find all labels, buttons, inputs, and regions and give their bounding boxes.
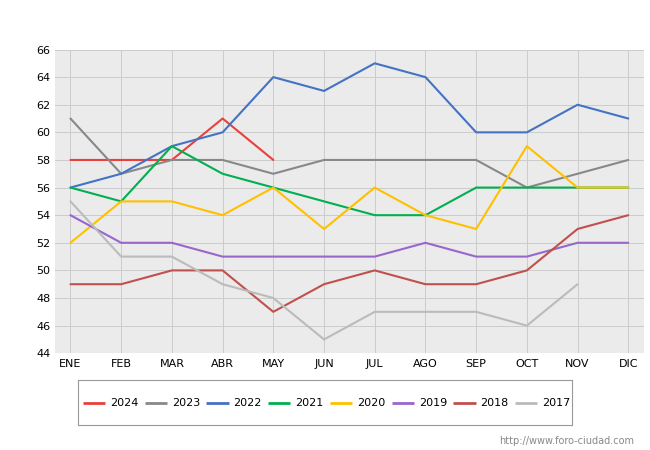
Text: 2024: 2024 [110, 398, 138, 408]
Text: http://www.foro-ciudad.com: http://www.foro-ciudad.com [499, 436, 634, 446]
Text: 2017: 2017 [542, 398, 571, 408]
Text: 2023: 2023 [172, 398, 200, 408]
Text: Afiliados en Cabanabona a 31/5/2024: Afiliados en Cabanabona a 31/5/2024 [170, 14, 480, 33]
Text: 2022: 2022 [233, 398, 262, 408]
Text: 2020: 2020 [357, 398, 385, 408]
Text: 2019: 2019 [419, 398, 447, 408]
Text: 2018: 2018 [480, 398, 509, 408]
Text: 2021: 2021 [295, 398, 324, 408]
